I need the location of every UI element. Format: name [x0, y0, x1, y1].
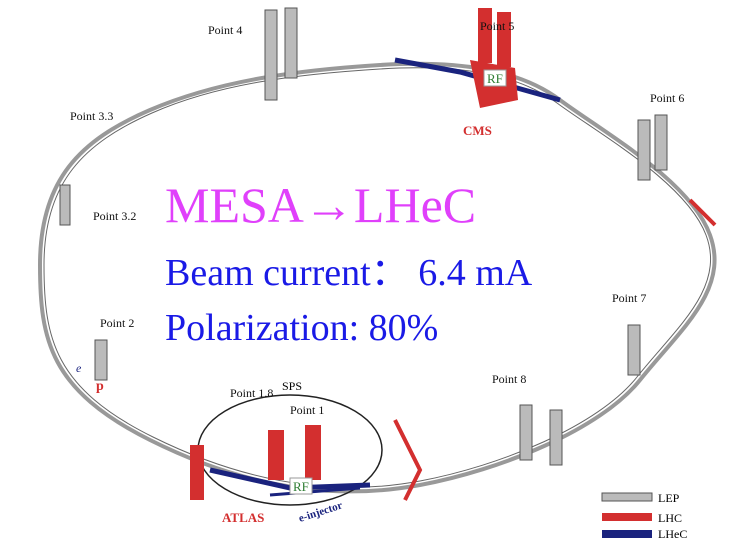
- beam-label: e: [76, 361, 82, 375]
- legend-label: LHeC: [658, 527, 687, 538]
- rf-label: RF: [487, 71, 503, 86]
- point-label: Point 3.2: [93, 209, 136, 223]
- point-label: Point 3.3: [70, 109, 113, 123]
- lep-shafts: [60, 8, 667, 465]
- overlay-title: MESA→LHeC: [165, 177, 476, 233]
- legend-swatch: [602, 530, 652, 538]
- rf-label: RF: [293, 479, 309, 494]
- point-label: Point 1.8: [230, 386, 273, 400]
- injector-label: e-injector: [297, 499, 344, 524]
- lhc-layout: LEP LHC LHeC Point 4 Point 5 Point 6 Poi…: [0, 0, 729, 538]
- beam-label: p: [96, 379, 104, 394]
- overlay-text: Beam current： 6.4 mA: [165, 252, 533, 294]
- point-label: Point 7: [612, 291, 646, 305]
- cms-label: CMS: [463, 123, 492, 138]
- legend-swatch: [602, 513, 652, 521]
- atlas-label: ATLAS: [222, 510, 264, 525]
- point-label: Point 6: [650, 91, 684, 105]
- lhc-shaft: [305, 425, 321, 480]
- lhc-shaft: [190, 445, 204, 500]
- overlay-text: Polarization: 80%: [165, 307, 438, 349]
- sps-label: SPS: [282, 379, 302, 393]
- point-label: Point 4: [208, 23, 242, 37]
- point-label: Point 5: [480, 19, 514, 33]
- point-label: Point 2: [100, 316, 134, 330]
- point-label: Point 1: [290, 403, 324, 417]
- legend-label: LHC: [658, 511, 682, 525]
- legend-label: LEP: [658, 491, 680, 505]
- lhc-cavern: [268, 430, 284, 480]
- point-label: Point 8: [492, 372, 526, 386]
- legend-swatch: [602, 493, 652, 501]
- lhc-shaft: [478, 8, 492, 63]
